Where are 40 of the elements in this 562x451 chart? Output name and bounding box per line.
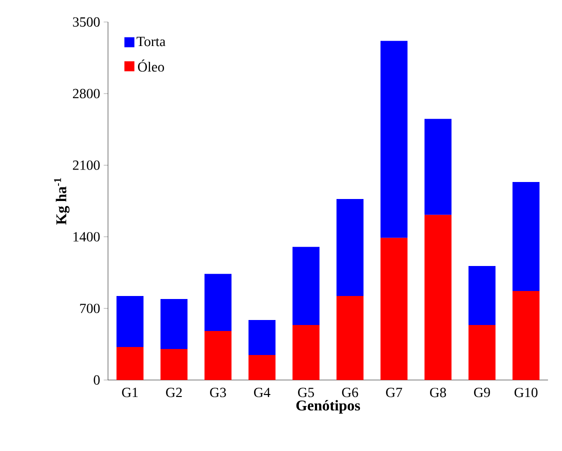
- x-tick-label: G2: [166, 388, 182, 398]
- bar: [468, 324, 496, 380]
- y-tick-label: 1400: [74, 232, 100, 242]
- bar: [204, 274, 232, 332]
- x-tick-label: G6: [342, 388, 358, 398]
- bar: [292, 324, 320, 380]
- legend-label: Óleo: [138, 60, 164, 72]
- bar: [424, 118, 452, 215]
- x-tick-label: G3: [210, 388, 226, 398]
- bar: [512, 182, 540, 292]
- bar: [512, 291, 540, 380]
- bar: [424, 214, 452, 380]
- x-tick-label: G5: [298, 388, 314, 398]
- bar: [468, 266, 496, 325]
- bar: [380, 238, 408, 380]
- y-tick-label: 3500: [73, 17, 100, 27]
- legend-label: Torta: [136, 36, 166, 46]
- bar: [336, 296, 364, 380]
- bar: [248, 354, 276, 380]
- bar: [116, 296, 144, 347]
- x-tick-label: G4: [254, 388, 270, 398]
- bar: [116, 346, 144, 380]
- bar: [336, 198, 364, 296]
- y-tick-label: 2100: [72, 160, 100, 170]
- bar: [204, 331, 232, 380]
- y-tick-label: 700: [80, 304, 100, 314]
- x-tick-label: G9: [474, 388, 490, 398]
- x-tick-label: G8: [430, 388, 446, 398]
- x-tick-label: G10: [514, 388, 538, 398]
- x-axis-title: Genótipos: [296, 400, 360, 414]
- bar: [160, 298, 188, 350]
- bar: [248, 320, 276, 355]
- x-tick-label: G1: [122, 388, 138, 398]
- y-tick-label: 2800: [72, 88, 100, 98]
- bar: [380, 40, 408, 238]
- y-tick-label: 0: [94, 375, 100, 385]
- y-axis-title: Kg ha$^{-1}$: [54, 178, 70, 225]
- bar: [292, 246, 320, 325]
- x-tick-label: G7: [386, 388, 402, 398]
- bar: [160, 349, 188, 380]
